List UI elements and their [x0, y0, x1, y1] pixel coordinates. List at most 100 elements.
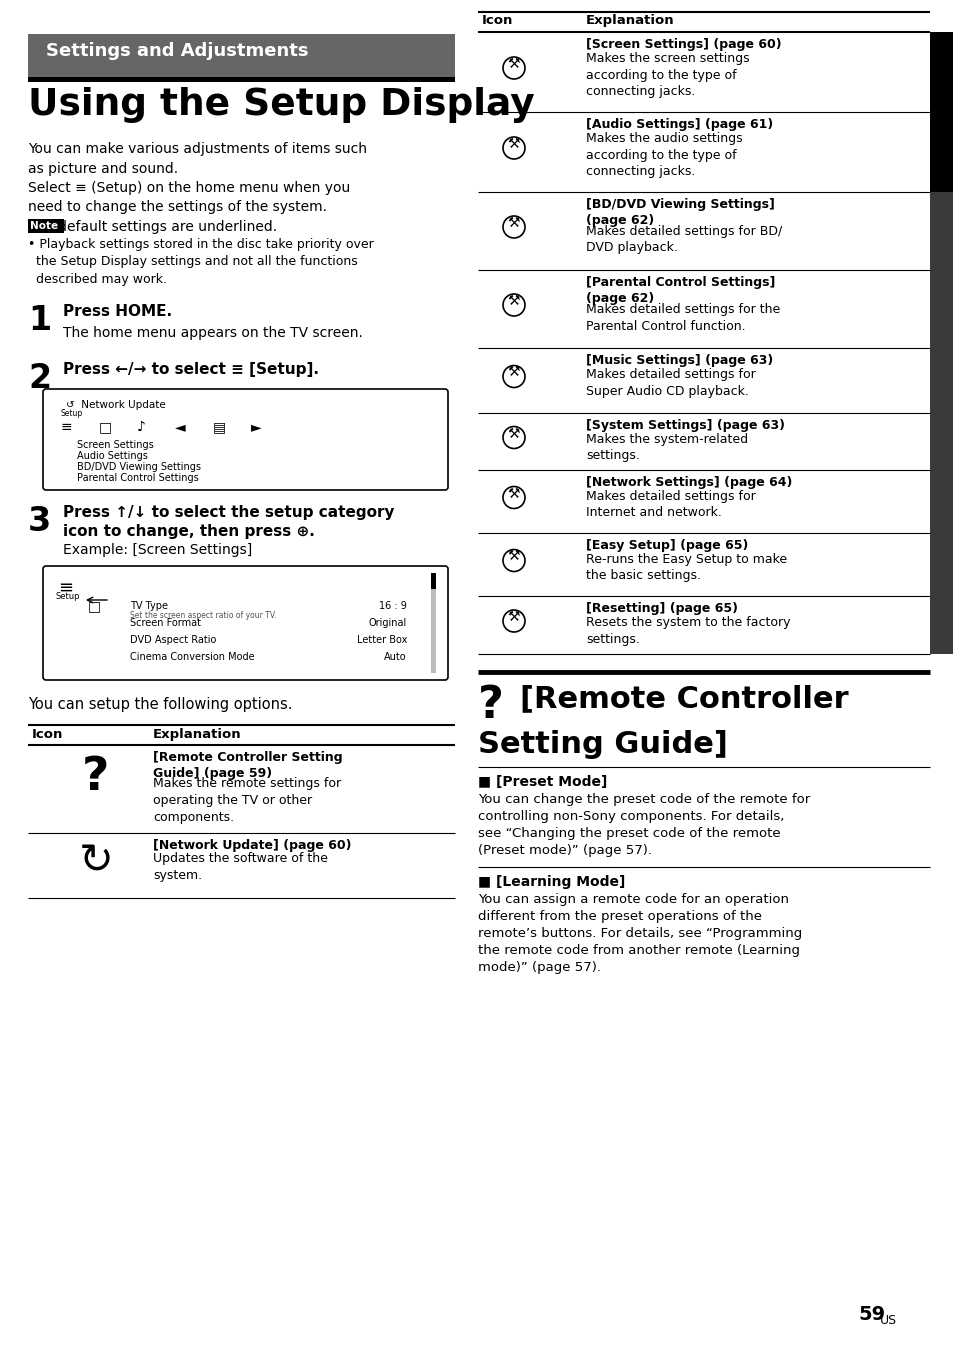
Text: Icon: Icon [32, 727, 63, 741]
Bar [431, 573, 436, 673]
Bar [28, 34, 455, 77]
Text: [Easy Setup] (page 65): [Easy Setup] (page 65) [585, 539, 747, 552]
Text: Original: Original [369, 618, 407, 627]
Text: [System Settings] (page 63): [System Settings] (page 63) [585, 419, 784, 433]
Text: 2: 2 [28, 362, 51, 395]
Text: [Network Update] (page 60): [Network Update] (page 60) [152, 840, 351, 852]
Text: ↻: ↻ [78, 840, 113, 882]
FancyBboxPatch shape [43, 566, 448, 680]
Bar [61, 461, 73, 470]
Text: 3: 3 [28, 506, 51, 538]
Text: • Playback settings stored in the disc take priority over
  the Setup Display se: • Playback settings stored in the disc t… [28, 238, 374, 287]
Text: US: US [879, 1314, 896, 1328]
Text: [Screen Settings] (page 60): [Screen Settings] (page 60) [585, 38, 781, 51]
Text: ♪: ♪ [137, 420, 146, 434]
Text: Cinema Conversion Mode: Cinema Conversion Mode [130, 652, 254, 662]
Bar [929, 32, 953, 192]
Bar [28, 219, 64, 233]
Text: Setup: Setup [61, 410, 83, 418]
Text: [Parental Control Settings]
(page 62): [Parental Control Settings] (page 62) [585, 276, 775, 306]
Text: □: □ [88, 599, 100, 612]
Text: Settings and Adjustments: Settings and Adjustments [46, 42, 308, 59]
Text: The home menu appears on the TV screen.: The home menu appears on the TV screen. [63, 326, 362, 339]
Bar [929, 192, 953, 654]
Bar [113, 652, 125, 661]
Text: You can setup the following options.: You can setup the following options. [28, 698, 293, 713]
Text: ►: ► [251, 420, 261, 434]
Text: BD/DVD Viewing Settings: BD/DVD Viewing Settings [77, 462, 201, 472]
Bar [113, 600, 125, 610]
Text: Note: Note [30, 220, 58, 231]
Bar [82, 589, 106, 611]
Text: Makes the system-related
settings.: Makes the system-related settings. [585, 433, 747, 462]
Text: Makes detailed settings for BD/
DVD playback.: Makes detailed settings for BD/ DVD play… [585, 224, 781, 254]
Text: Parental Control Settings: Parental Control Settings [77, 473, 198, 483]
Text: Makes detailed settings for
Super Audio CD playback.: Makes detailed settings for Super Audio … [585, 368, 755, 397]
Text: [Audio Settings] (page 61): [Audio Settings] (page 61) [585, 118, 773, 131]
Text: ↺  Network Update: ↺ Network Update [66, 400, 166, 410]
Text: Icon: Icon [481, 14, 513, 27]
Text: Re-runs the Easy Setup to make
the basic settings.: Re-runs the Easy Setup to make the basic… [585, 553, 786, 583]
Text: ≡: ≡ [61, 420, 72, 434]
Text: ⚒: ⚒ [507, 610, 519, 625]
FancyBboxPatch shape [43, 389, 448, 489]
Bar [113, 634, 125, 644]
Text: [BD/DVD Viewing Settings]
(page 62): [BD/DVD Viewing Settings] (page 62) [585, 197, 774, 227]
Text: Using the Setup Display: Using the Setup Display [28, 87, 535, 123]
Text: Setup: Setup [56, 592, 80, 602]
Text: DVD Aspect Ratio: DVD Aspect Ratio [130, 635, 216, 645]
Text: Makes the audio settings
according to the type of
connecting jacks.: Makes the audio settings according to th… [585, 132, 741, 178]
Text: [Resetting] (page 65): [Resetting] (page 65) [585, 602, 738, 615]
Text: [Music Settings] (page 63): [Music Settings] (page 63) [585, 354, 773, 366]
Text: □: □ [99, 420, 112, 434]
Text: ⚒: ⚒ [507, 57, 519, 72]
Text: Audio Settings: Audio Settings [77, 452, 148, 461]
Text: ≡: ≡ [58, 579, 73, 598]
Text: ■ [Preset Mode]: ■ [Preset Mode] [477, 775, 607, 790]
Text: You can make various adjustments of items such
as picture and sound.
Select ≡ (S: You can make various adjustments of item… [28, 142, 367, 234]
Text: Press ↑/↓ to select the setup category
icon to change, then press ⊕.: Press ↑/↓ to select the setup category i… [63, 506, 395, 539]
Bar [28, 77, 455, 82]
Text: 16 : 9: 16 : 9 [378, 602, 407, 611]
Text: Makes detailed settings for
Internet and network.: Makes detailed settings for Internet and… [585, 489, 755, 519]
Text: You can assign a remote code for an operation
different from the preset operatio: You can assign a remote code for an oper… [477, 894, 801, 973]
Text: ⚒: ⚒ [507, 216, 519, 230]
Text: [Network Settings] (page 64): [Network Settings] (page 64) [585, 476, 792, 489]
Text: Letter Box: Letter Box [356, 635, 407, 645]
Text: Set the screen aspect ratio of your TV.: Set the screen aspect ratio of your TV. [130, 611, 276, 621]
Text: Screen Format: Screen Format [130, 618, 201, 627]
Text: ⚒: ⚒ [507, 137, 519, 151]
Text: Example: [Screen Settings]: Example: [Screen Settings] [63, 544, 252, 557]
Text: Makes the screen settings
according to the type of
connecting jacks.: Makes the screen settings according to t… [585, 51, 749, 97]
Text: [Remote Controller: [Remote Controller [519, 684, 848, 713]
Bar [431, 573, 436, 589]
Text: Explanation: Explanation [585, 14, 674, 27]
Text: Updates the software of the
system.: Updates the software of the system. [152, 852, 328, 882]
Text: Setting Guide]: Setting Guide] [477, 730, 727, 758]
Text: Explanation: Explanation [152, 727, 241, 741]
Text: ▤: ▤ [213, 420, 226, 434]
Text: ?: ? [477, 684, 503, 727]
Text: Press ←/→ to select ≡ [Setup].: Press ←/→ to select ≡ [Setup]. [63, 362, 318, 377]
Text: Makes detailed settings for the
Parental Control function.: Makes detailed settings for the Parental… [585, 303, 780, 333]
Text: ⚒: ⚒ [507, 365, 519, 380]
Text: Resets the system to the factory
settings.: Resets the system to the factory setting… [585, 617, 790, 645]
Text: ?: ? [82, 754, 110, 799]
Text: ■ [Learning Mode]: ■ [Learning Mode] [477, 875, 625, 890]
Text: ⚒: ⚒ [507, 293, 519, 308]
Text: Auto: Auto [384, 652, 407, 662]
Text: Press HOME.: Press HOME. [63, 304, 172, 319]
Text: Makes the remote settings for
operating the TV or other
components.: Makes the remote settings for operating … [152, 777, 341, 823]
Text: ⚒: ⚒ [507, 487, 519, 500]
Text: 59: 59 [857, 1305, 884, 1324]
Text: You can change the preset code of the remote for
controlling non-Sony components: You can change the preset code of the re… [477, 794, 809, 857]
Text: TV Type: TV Type [130, 602, 168, 611]
Text: [Remote Controller Setting
Guide] (page 59): [Remote Controller Setting Guide] (page … [152, 750, 342, 780]
Text: ⚒: ⚒ [507, 549, 519, 564]
Text: Settings and Adjustments: Settings and Adjustments [935, 266, 947, 419]
Text: Screen Settings: Screen Settings [77, 439, 153, 450]
Bar [61, 439, 73, 448]
Bar [113, 617, 125, 627]
Text: ◄: ◄ [174, 420, 186, 434]
Bar [61, 472, 73, 481]
